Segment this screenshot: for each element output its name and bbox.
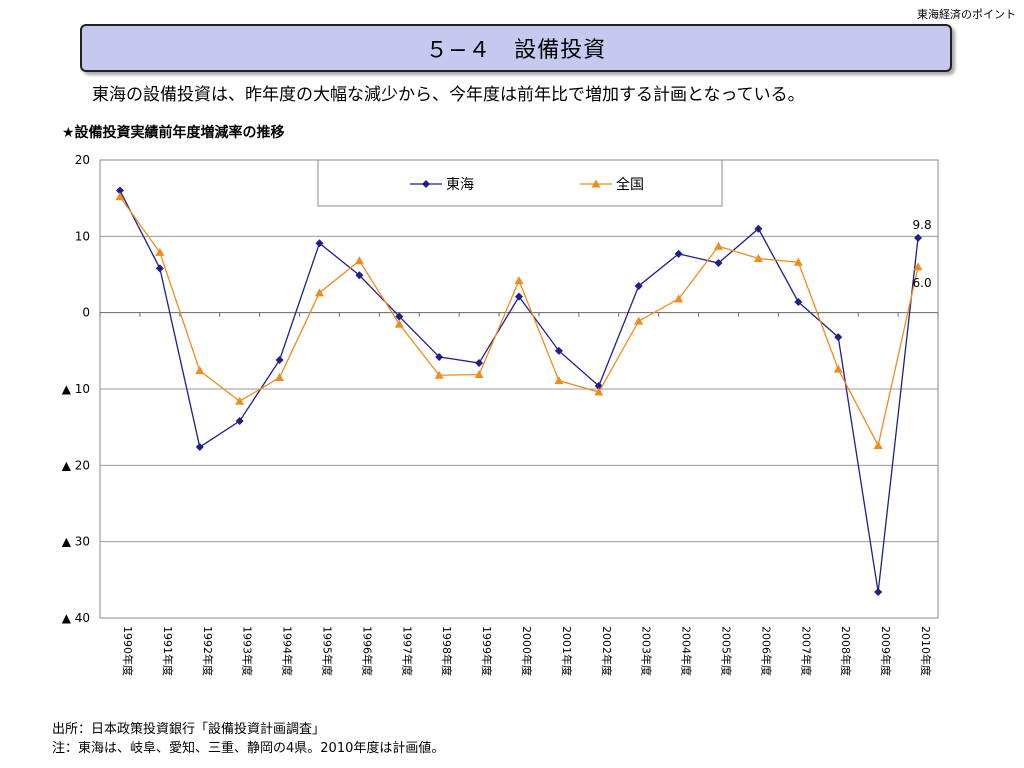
data-point <box>754 224 763 233</box>
data-point <box>155 247 165 256</box>
data-point <box>434 370 444 379</box>
x-tick-label: 1995年度 <box>320 626 334 676</box>
data-point <box>315 239 324 248</box>
data-point <box>474 369 484 378</box>
legend-marker <box>591 179 601 188</box>
data-point <box>314 288 324 297</box>
x-tick-label: 2004年度 <box>680 626 694 676</box>
data-point <box>395 312 404 321</box>
x-tick-label: 1992年度 <box>201 626 215 676</box>
y-tick-label: ▲ 30 <box>62 535 90 549</box>
data-point <box>714 259 723 268</box>
data-point <box>594 387 604 396</box>
data-point <box>235 417 244 426</box>
data-point <box>514 276 524 285</box>
data-point <box>833 364 843 373</box>
x-tick-label: 2009年度 <box>879 626 893 676</box>
data-point <box>554 346 563 355</box>
data-point <box>554 376 564 385</box>
legend-label: 全国 <box>616 176 644 193</box>
data-point <box>834 333 843 342</box>
data-point <box>674 294 684 303</box>
x-tick-label: 1994年度 <box>281 626 295 676</box>
slide-title-text: ５−４ 設備投資 <box>425 38 607 63</box>
data-point <box>195 366 205 375</box>
legend-label: 東海 <box>446 177 474 193</box>
data-point <box>913 262 923 271</box>
data-point <box>275 355 284 364</box>
data-point <box>714 241 724 250</box>
data-point <box>634 281 643 290</box>
data-point <box>355 271 364 280</box>
data-point <box>235 396 245 405</box>
data-label: 6.0 <box>913 276 932 290</box>
x-tick-label: 2007年度 <box>799 626 813 676</box>
subtitle: 東海の設備投資は、昨年度の大幅な減少から、今年度は前年比で増加する計画となってい… <box>92 85 805 105</box>
y-tick-label: ▲ 40 <box>62 611 90 625</box>
data-point <box>115 186 124 195</box>
data-label: 9.8 <box>913 218 932 232</box>
x-tick-label: 2000年度 <box>520 626 534 676</box>
data-point <box>873 440 883 449</box>
x-tick-label: 1996年度 <box>360 626 374 676</box>
y-tick-label: ▲ 20 <box>62 458 90 472</box>
data-point <box>874 588 883 597</box>
x-tick-label: 1990年度 <box>121 626 135 676</box>
data-point <box>914 233 923 242</box>
data-point <box>435 352 444 361</box>
x-tick-label: 2006年度 <box>759 626 773 676</box>
legend-box <box>317 159 723 207</box>
x-tick-label: 2010年度 <box>919 626 933 676</box>
data-point <box>275 373 285 382</box>
x-tick-label: 2005年度 <box>720 626 734 676</box>
data-point <box>115 192 125 201</box>
x-tick-label: 2002年度 <box>600 626 614 676</box>
header-note: 東海経済のポイント <box>917 8 1016 21</box>
x-tick-label: 2003年度 <box>640 626 654 676</box>
data-point <box>793 257 803 266</box>
data-point <box>674 249 683 258</box>
footer-note: 注：東海は、岐阜、愛知、三重、静岡の4県。2010年度は計画値。 <box>52 741 445 756</box>
y-tick-label: ▲ 10 <box>62 382 90 396</box>
y-tick-label: 0 <box>82 306 90 320</box>
line-chart: 20 10 0 ▲ 10 ▲ 20 ▲ 30 ▲ 40 1990年度 1991年度 1992年度 1… <box>62 153 939 676</box>
x-tick-label: 2001年度 <box>560 626 574 676</box>
x-tick-label: 2008年度 <box>839 626 853 676</box>
data-point <box>195 443 204 452</box>
x-tick-label: 1993年度 <box>241 626 255 676</box>
data-point <box>634 316 644 325</box>
y-tick-label: 10 <box>75 229 90 243</box>
footer-source: 出所：日本政策投資銀行「設備投資計画調査」 <box>52 722 326 737</box>
chart-heading: ★設備投資実績前年度増減率の推移 <box>62 125 285 141</box>
data-point <box>475 359 484 368</box>
x-tick-label: 1991年度 <box>161 626 175 676</box>
data-point <box>155 264 164 273</box>
data-point <box>394 319 404 328</box>
data-point <box>354 256 364 265</box>
data-point <box>794 297 803 306</box>
y-tick-label: 20 <box>75 153 90 167</box>
x-tick-label: 1998年度 <box>440 626 454 676</box>
data-point <box>515 292 523 301</box>
slide-title: ５−４ 設備投資 <box>80 24 952 72</box>
legend-marker <box>422 180 430 188</box>
x-tick-label: 1997年度 <box>400 626 414 676</box>
data-point <box>753 253 763 262</box>
x-tick-label: 1999年度 <box>480 626 494 676</box>
